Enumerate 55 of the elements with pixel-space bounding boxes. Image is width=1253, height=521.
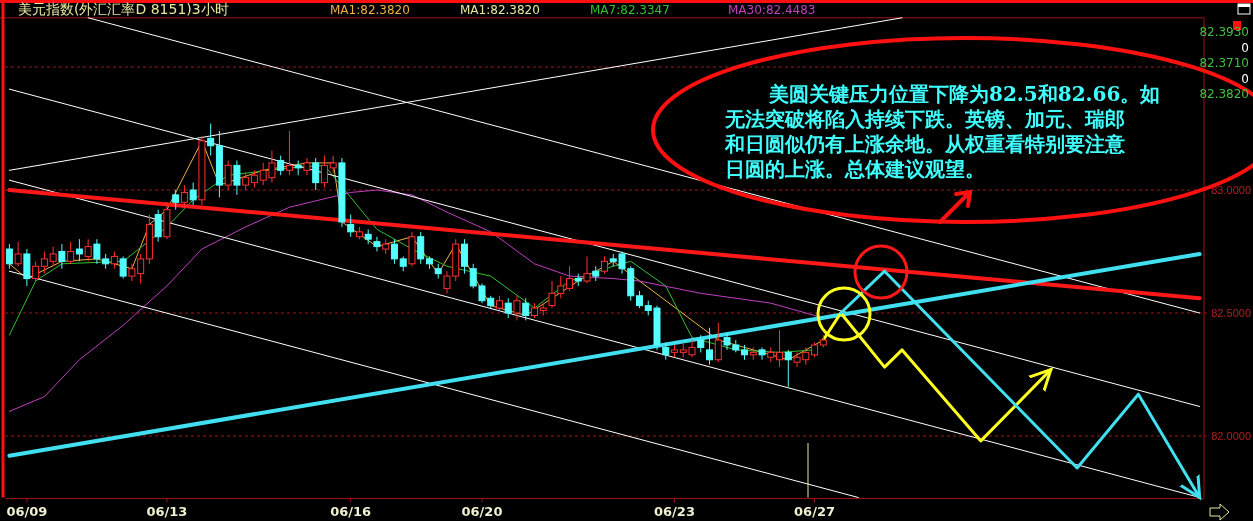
candlestick xyxy=(714,322,722,363)
candlestick xyxy=(460,238,468,275)
candlestick xyxy=(180,184,188,208)
candlestick xyxy=(207,123,215,157)
candlestick xyxy=(233,159,241,196)
annotation: 美圆关键压力位置下降为82.5和82.66。如无法突破将陷入持续下跌。英镑、加元、瑞郎和日圆似仍有上涨余地。从权重看特别要注意日圆的上涨。总体建议观望。 xyxy=(724,82,1161,181)
candlestick xyxy=(565,265,573,292)
candlestick xyxy=(513,295,521,321)
candlestick xyxy=(67,241,75,265)
x-tick-label: 06/13 xyxy=(146,504,188,519)
candlestick xyxy=(32,260,40,282)
candlestick xyxy=(285,130,293,176)
y-tick-label: 82.5000 xyxy=(1211,307,1251,319)
candlestick xyxy=(277,155,285,176)
candlestick xyxy=(504,297,512,319)
candlestick xyxy=(522,297,530,321)
text: MA30:82.4483 xyxy=(728,3,816,17)
candlestick xyxy=(347,214,355,238)
candlestick xyxy=(320,155,328,189)
candlestick xyxy=(224,159,232,191)
candlestick xyxy=(84,238,92,262)
x-tick-label: 06/09 xyxy=(6,504,48,519)
x-tick-label: 06/23 xyxy=(654,504,695,519)
candlestick xyxy=(5,243,13,270)
candlestick xyxy=(189,182,197,206)
candlestick xyxy=(119,255,127,280)
text: 0 xyxy=(1241,71,1249,86)
x-tick-label: 06/20 xyxy=(461,504,503,519)
candlestick xyxy=(706,327,714,366)
chart-title: 美元指数(外汇汇率D 8151)3小时 xyxy=(18,1,229,17)
annotation: 82.3930 xyxy=(1199,25,1249,39)
candlestick xyxy=(58,243,66,270)
text: MA1:82.3820 xyxy=(330,3,410,17)
y-tick-label: 82.0000 xyxy=(1211,430,1251,442)
candlestick xyxy=(75,238,83,262)
annotation: 82.3820 xyxy=(1199,87,1249,101)
candlestick xyxy=(172,189,180,211)
x-tick-label: 06/27 xyxy=(794,504,836,519)
x-tick-label: 06/16 xyxy=(330,504,372,519)
candlestick xyxy=(758,346,766,361)
annotation: 82.3710 xyxy=(1199,56,1249,70)
candlestick xyxy=(154,209,162,243)
candlestick xyxy=(583,255,591,284)
candlestick xyxy=(14,241,22,267)
candlestick xyxy=(373,236,381,252)
text: MA7:82.3347 xyxy=(590,3,670,17)
candlestick xyxy=(784,349,792,388)
candlestick xyxy=(417,231,425,265)
text: 0 xyxy=(1241,40,1249,55)
candlestick xyxy=(776,329,784,368)
y-tick-label: 83.0000 xyxy=(1211,184,1251,196)
candlestick xyxy=(390,238,398,265)
text: MA1:82.3820 xyxy=(460,3,540,17)
candlestick xyxy=(312,157,320,191)
candlestick xyxy=(303,157,311,176)
